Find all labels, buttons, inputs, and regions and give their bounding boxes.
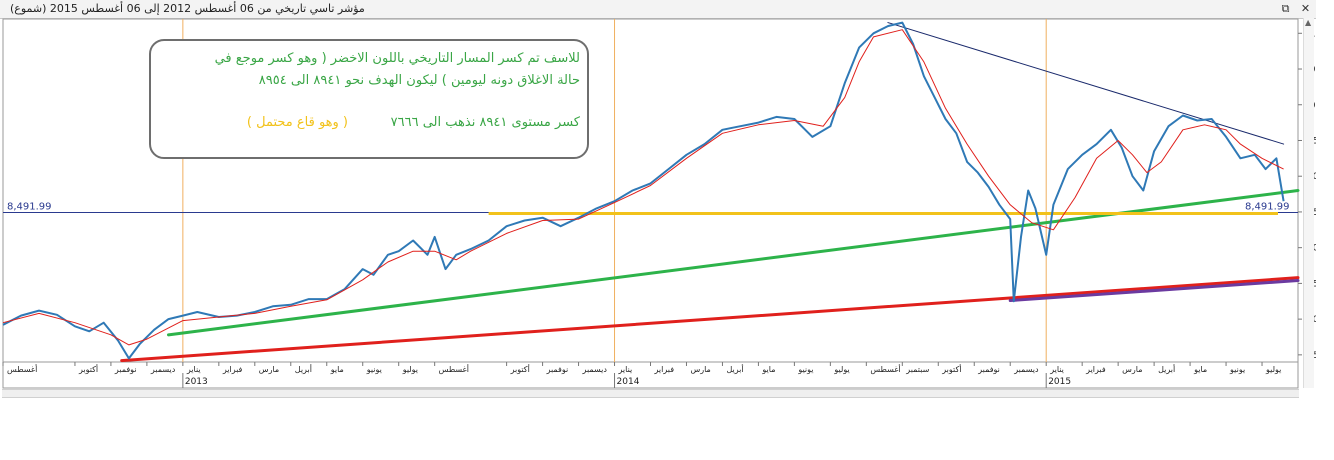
window-titlebar: مؤشر تاسي تاريخي من 06 أغسطس 2012 إلى 06… [0, 0, 1316, 19]
x-tick-label-0: أغسطس [7, 364, 37, 374]
x-tick-label-14: ديسمبر [582, 365, 608, 374]
x-tick-label-13: نوفمبر [546, 365, 569, 374]
support-trend-line-purple [1008, 279, 1300, 303]
price-label-left: 8,491.99 [7, 202, 52, 213]
x-tick-label-3: ديسمبر [150, 365, 176, 374]
x-tick-label-12: أكتوبر [510, 364, 530, 374]
x-tick-label-30: أبريل [1158, 364, 1175, 374]
vertical-scrollbar[interactable]: ▲ [1303, 18, 1314, 388]
x-tick-label-2: نوفمبر [114, 365, 137, 374]
x-tick-label-4: يناير [186, 365, 201, 374]
x-tick-label-33: يوليو [1265, 365, 1281, 374]
x-tick-label-8: مايو [330, 365, 344, 374]
x-tick-label-17: مارس [690, 365, 710, 374]
x-tick-label-24: أكتوبر [941, 364, 961, 374]
x-year-label-0: 2013 [185, 377, 208, 387]
support-trend-line-red [120, 276, 1300, 363]
x-tick-label-29: مارس [1122, 365, 1142, 374]
price-label-right: 8,491.99 [1245, 202, 1290, 213]
x-tick-label-27: يناير [1049, 365, 1064, 374]
x-tick-label-6: مارس [259, 365, 279, 374]
x-tick-label-31: مايو [1193, 365, 1207, 374]
annotation-box [149, 39, 589, 159]
x-tick-label-28: فبراير [1085, 365, 1106, 374]
x-tick-label-25: نوفمبر [977, 365, 1000, 374]
x-tick-label-15: يناير [618, 365, 633, 374]
x-tick-label-18: أبريل [726, 364, 743, 374]
annotation-line-2: حالة الاغلاق دونه ليومين ) ليكون الهدف ن… [259, 73, 580, 88]
window-title: مؤشر تاسي تاريخي من 06 أغسطس 2012 إلى 06… [10, 2, 365, 15]
x-tick-label-32: يونيو [1229, 365, 1245, 374]
x-tick-label-23: سبتمبر [905, 365, 929, 374]
x-tick-label-11: أغسطس [439, 364, 469, 374]
annotation-line-3: كسر مستوى ٨٩٤١ نذهب الى ٧٦٦٦ [391, 115, 581, 130]
x-tick-label-16: فبراير [654, 365, 675, 374]
x-tick-label-20: يونيو [797, 365, 813, 374]
annotation-line-1: للاسف تم كسر المسار التاريخي باللون الاخ… [215, 51, 580, 66]
x-tick-label-1: أكتوبر [78, 364, 98, 374]
x-tick-label-22: أغسطس [870, 364, 900, 374]
x-tick-label-21: يوليو [833, 365, 849, 374]
x-year-label-2: 2015 [1048, 377, 1071, 387]
horizontal-scrollbar[interactable] [2, 389, 1299, 398]
x-tick-label-5: فبراير [222, 365, 243, 374]
x-tick-label-19: مايو [761, 365, 775, 374]
moving-average-line [2, 29, 1284, 346]
x-tick-label-7: أبريل [295, 364, 312, 374]
resistance-trend-line [887, 22, 1285, 145]
scroll-up-icon[interactable]: ▲ [1305, 18, 1312, 27]
x-tick-label-10: يوليو [402, 365, 418, 374]
close-icon[interactable]: ✕ [1300, 2, 1311, 15]
x-year-label-1: 2014 [617, 377, 640, 387]
x-tick-label-26: ديسمبر [1013, 365, 1039, 374]
restore-icon[interactable]: ⧉ [1281, 2, 1290, 15]
price-chart[interactable]: 8,491.998,491.9911,00010,50010,0009,5009… [0, 0, 1316, 400]
x-tick-label-9: يونيو [366, 365, 382, 374]
annotation-line-3-highlight: ( وهو قاع محتمل ) [247, 115, 348, 130]
